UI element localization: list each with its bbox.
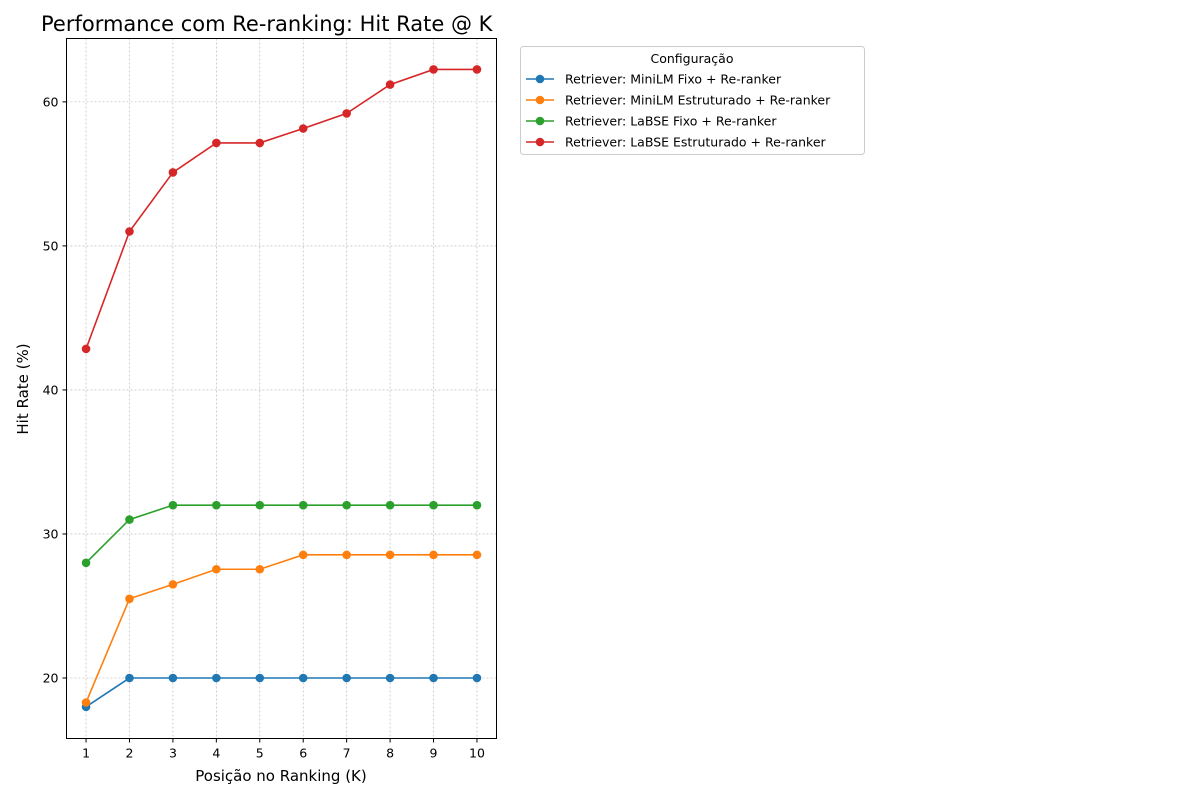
y-tick-label: 30 xyxy=(43,526,59,541)
data-point xyxy=(212,673,221,683)
x-axis-label: Posição no Ranking (K) xyxy=(195,767,367,785)
y-tick-label: 60 xyxy=(43,94,59,109)
legend-label: Retriever: LaBSE Estruturado + Re-ranker xyxy=(565,135,827,150)
legend-box xyxy=(520,46,865,155)
data-point xyxy=(472,500,482,510)
data-point xyxy=(168,168,178,177)
series-line-1 xyxy=(85,677,477,708)
data-point xyxy=(472,550,482,560)
data-point xyxy=(168,500,178,510)
series-lines xyxy=(81,65,482,712)
x-tick-label: 9 xyxy=(430,746,438,761)
plot-frame xyxy=(66,38,497,739)
data-point xyxy=(168,580,178,589)
y-axis-label: Hit Rate (%) xyxy=(14,343,32,434)
data-point xyxy=(298,124,308,133)
data-point xyxy=(212,564,221,574)
legend-label: Retriever: LaBSE Fixo + Re-ranker xyxy=(565,114,777,129)
legend-marker xyxy=(535,74,545,84)
x-tick-label: 1 xyxy=(82,746,90,761)
data-point xyxy=(385,80,395,89)
series-line-4 xyxy=(85,68,477,350)
data-point xyxy=(212,138,221,148)
legend-marker xyxy=(535,137,545,147)
data-point xyxy=(81,698,91,707)
data-point xyxy=(168,673,178,683)
data-point xyxy=(81,344,91,354)
series-line-3 xyxy=(85,504,477,564)
data-point xyxy=(342,500,351,510)
y-tick-label: 50 xyxy=(43,238,59,253)
data-point xyxy=(125,673,134,683)
x-tick-label: 6 xyxy=(299,746,307,761)
legend: Configuração Retriever: MiniLM Fixo + Re… xyxy=(520,46,865,155)
y-tick-label: 20 xyxy=(43,671,59,686)
data-point xyxy=(342,673,351,683)
x-tick-label: 7 xyxy=(343,746,351,761)
data-point xyxy=(212,500,221,510)
data-point xyxy=(385,550,395,560)
legend-label: Retriever: MiniLM Estruturado + Re-ranke… xyxy=(565,93,831,108)
data-point xyxy=(429,550,438,560)
x-axis-ticks: 1 2 3 4 5 6 7 8 9 10 xyxy=(82,738,485,761)
data-point xyxy=(429,500,438,510)
x-tick-label: 4 xyxy=(212,746,220,761)
grid-lines xyxy=(66,38,497,739)
x-tick-label: 8 xyxy=(386,746,394,761)
x-tick-label: 3 xyxy=(169,746,177,761)
y-tick-label: 40 xyxy=(43,382,59,397)
y-axis-ticks: 20 30 40 50 60 xyxy=(43,94,67,686)
data-point xyxy=(255,673,265,683)
data-point xyxy=(385,500,395,510)
data-point xyxy=(429,673,438,683)
data-point xyxy=(255,138,265,148)
x-tick-label: 2 xyxy=(126,746,134,761)
data-point xyxy=(81,558,91,568)
data-point xyxy=(255,500,265,510)
legend-label: Retriever: MiniLM Fixo + Re-ranker xyxy=(565,72,782,87)
data-point xyxy=(298,550,308,560)
data-point xyxy=(298,673,308,683)
data-point xyxy=(125,227,134,236)
data-point xyxy=(342,550,351,560)
data-point xyxy=(125,515,134,524)
data-point xyxy=(255,564,265,574)
data-point xyxy=(429,65,438,74)
data-point xyxy=(125,594,134,604)
x-tick-label: 10 xyxy=(469,746,485,761)
series-line-2 xyxy=(85,554,477,703)
legend-entries: Retriever: MiniLM Fixo + Re-ranker Retrie… xyxy=(526,72,831,150)
chart-title: Performance com Re-ranking: Hit Rate @ K xyxy=(41,12,494,36)
data-point xyxy=(472,673,482,683)
legend-title: Configuração xyxy=(650,51,733,66)
legend-marker xyxy=(535,116,545,126)
x-tick-label: 5 xyxy=(256,746,264,761)
data-point xyxy=(385,673,395,683)
data-point xyxy=(298,500,308,510)
data-point xyxy=(472,65,482,74)
data-point xyxy=(342,109,351,118)
legend-marker xyxy=(535,95,545,105)
